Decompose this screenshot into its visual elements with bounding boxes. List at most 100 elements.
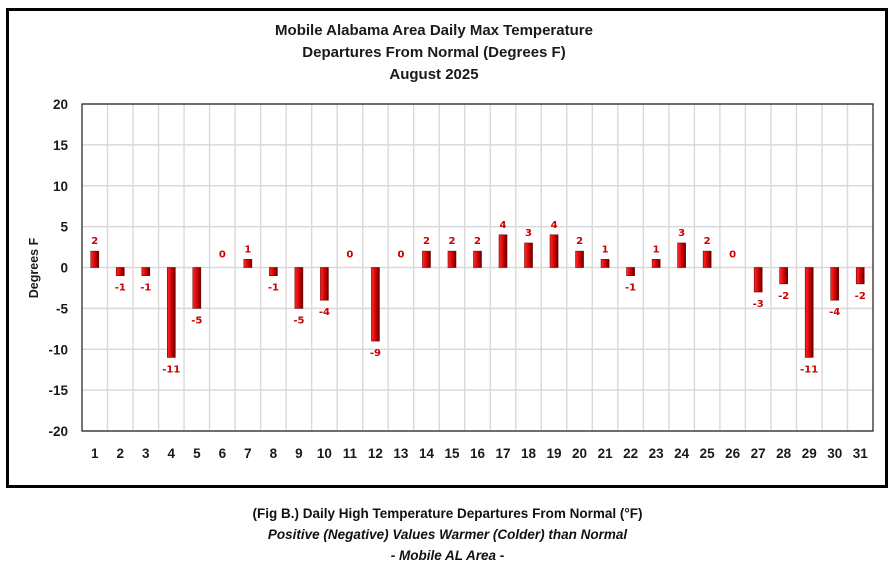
caption-line-2: Positive (Negative) Values Warmer (Colde… — [267, 527, 628, 542]
x-tick-label: 16 — [470, 446, 486, 461]
x-tick-label: 10 — [317, 446, 332, 461]
data-label: 2 — [448, 236, 455, 247]
x-tick-label: 17 — [496, 446, 511, 461]
chart-title-line-2: Departures From Normal (Degrees F) — [302, 44, 565, 61]
y-tick-label: 5 — [60, 220, 68, 235]
data-label: 2 — [474, 236, 481, 247]
x-tick-label: 4 — [168, 446, 176, 461]
x-tick-label: 14 — [419, 446, 435, 461]
bar-day-23 — [651, 259, 661, 268]
caption-line-1: (Fig B.) Daily High Temperature Departur… — [252, 506, 643, 521]
x-tick-labels: 1 2 3 4 5 6 7 8 9 10 11 12 13 14 15 16 17 18 19 20 21 22 23 24 2… — [91, 446, 868, 461]
x-tick-label: 18 — [521, 446, 537, 461]
data-label: 0 — [219, 250, 226, 261]
x-tick-label: 22 — [623, 446, 638, 461]
x-tick-label: 28 — [776, 446, 792, 461]
data-label: -1 — [140, 283, 151, 294]
x-tick-label: 12 — [368, 446, 383, 461]
data-label: -5 — [293, 315, 304, 326]
x-tick-label: 20 — [572, 446, 587, 461]
bar-chart: Mobile Alabama Area Daily Max Temperatur… — [27, 22, 874, 461]
data-label: -4 — [829, 307, 840, 318]
data-label: -3 — [753, 299, 764, 310]
x-tick-label: 25 — [700, 446, 716, 461]
data-label: 1 — [602, 244, 609, 255]
y-tick-label: -5 — [56, 301, 68, 316]
x-tick-label: 15 — [444, 446, 460, 461]
chart-frame — [6, 8, 888, 488]
data-label: 3 — [525, 228, 532, 239]
data-label: 4 — [500, 220, 507, 231]
bar-day-30 — [830, 267, 840, 301]
data-label: 0 — [729, 250, 736, 261]
x-tick-label: 27 — [751, 446, 766, 461]
bar-day-5 — [192, 267, 202, 309]
data-label: -1 — [115, 283, 126, 294]
bar-day-12 — [371, 267, 380, 342]
bar-day-27 — [753, 267, 763, 293]
bar-day-3 — [141, 267, 151, 276]
data-label: 2 — [704, 236, 711, 247]
bar-day-9 — [294, 267, 304, 309]
data-label: 0 — [346, 250, 353, 261]
data-label: -5 — [191, 315, 202, 326]
x-tick-label: 13 — [393, 446, 409, 461]
bar-day-8 — [269, 267, 278, 276]
x-tick-label: 19 — [547, 446, 562, 461]
caption-line-3: - Mobile AL Area - — [390, 548, 505, 563]
data-label: 0 — [397, 250, 404, 261]
bar-day-7 — [243, 259, 253, 268]
x-tick-label: 11 — [343, 446, 358, 461]
x-tick-label: 30 — [827, 446, 842, 461]
x-tick-label: 1 — [91, 446, 99, 461]
y-tick-label: -15 — [48, 383, 68, 398]
data-label: -11 — [800, 364, 818, 375]
data-label: -1 — [268, 283, 279, 294]
x-tick-label: 24 — [674, 446, 690, 461]
bar-day-22 — [626, 267, 635, 276]
bar-day-24 — [677, 242, 686, 268]
x-tick-label: 3 — [142, 446, 150, 461]
y-tick-label: 15 — [53, 138, 69, 153]
x-tick-label: 8 — [270, 446, 278, 461]
bar-day-20 — [575, 250, 584, 268]
data-labels: 2-1 -1-11-50 1-1-5-40-902 2 243421-11320-3-2… — [91, 220, 866, 376]
x-tick-label: 9 — [295, 446, 303, 461]
bar-day-2 — [115, 267, 125, 276]
y-tick-label: -10 — [48, 342, 68, 357]
data-label: -1 — [625, 283, 636, 294]
bar-day-14 — [422, 250, 431, 268]
data-label: 2 — [423, 236, 430, 247]
bar-day-16 — [473, 250, 482, 268]
bar-day-18 — [524, 242, 533, 268]
y-tick-label: -20 — [48, 424, 68, 439]
data-label: -2 — [855, 291, 866, 302]
x-tick-label: 2 — [117, 446, 125, 461]
bar-day-31 — [855, 267, 865, 285]
plot-area-border — [81, 103, 874, 432]
bars — [90, 234, 865, 358]
bar-day-17 — [498, 234, 508, 268]
x-tick-label: 29 — [802, 446, 817, 461]
bar-day-28 — [779, 267, 788, 285]
bar-day-15 — [447, 250, 457, 268]
data-label: -4 — [319, 307, 330, 318]
x-tick-label: 23 — [649, 446, 665, 461]
data-label: -9 — [370, 348, 381, 359]
data-label: -11 — [162, 364, 180, 375]
data-label: 1 — [653, 244, 660, 255]
data-label: 2 — [576, 236, 583, 247]
bar-day-29 — [804, 267, 814, 358]
figure-caption: (Fig B.) Daily High Temperature Departur… — [0, 503, 895, 566]
y-tick-label: 10 — [53, 179, 68, 194]
bar-day-10 — [320, 267, 329, 301]
data-label: 3 — [678, 228, 685, 239]
x-tick-label: 6 — [219, 446, 227, 461]
data-label: -2 — [778, 291, 789, 302]
bar-day-4 — [167, 267, 176, 358]
data-label: 4 — [551, 220, 558, 231]
x-tick-label: 26 — [725, 446, 741, 461]
y-tick-label: 0 — [60, 261, 68, 276]
data-label: 1 — [244, 244, 251, 255]
chart-title-line-3: August 2025 — [389, 66, 478, 83]
